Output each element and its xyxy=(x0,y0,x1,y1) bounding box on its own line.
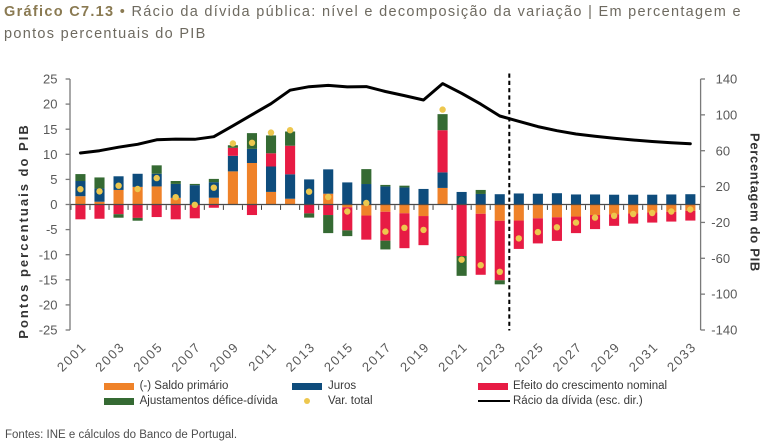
svg-text:Pontos percentuais do PIB: Pontos percentuais do PIB xyxy=(16,123,31,338)
svg-text:15: 15 xyxy=(43,122,57,137)
svg-text:2031: 2031 xyxy=(626,339,662,375)
svg-text:2011: 2011 xyxy=(245,339,280,374)
svg-text:2029: 2029 xyxy=(588,339,624,375)
svg-text:100: 100 xyxy=(716,107,738,122)
svg-text:Percentagem do PIB: Percentagem do PIB xyxy=(748,133,763,272)
svg-text:2003: 2003 xyxy=(92,339,128,375)
svg-text:2021: 2021 xyxy=(435,339,471,375)
svg-text:0: 0 xyxy=(50,197,57,212)
svg-text:2033: 2033 xyxy=(664,339,700,375)
svg-text:5: 5 xyxy=(50,172,57,187)
svg-text:-140: -140 xyxy=(711,323,737,338)
svg-text:140: 140 xyxy=(716,72,738,87)
svg-text:2027: 2027 xyxy=(550,339,586,375)
svg-text:2023: 2023 xyxy=(473,339,509,375)
svg-text:20: 20 xyxy=(716,179,730,194)
svg-text:2013: 2013 xyxy=(283,339,319,375)
svg-text:-20: -20 xyxy=(39,298,58,313)
svg-text:2009: 2009 xyxy=(206,339,242,375)
svg-text:2007: 2007 xyxy=(168,339,204,375)
svg-text:2019: 2019 xyxy=(397,339,433,375)
svg-text:-25: -25 xyxy=(39,323,58,338)
svg-text:-60: -60 xyxy=(711,251,730,266)
svg-text:2015: 2015 xyxy=(321,339,357,375)
svg-text:2025: 2025 xyxy=(511,339,547,375)
svg-text:20: 20 xyxy=(43,97,57,112)
svg-text:60: 60 xyxy=(716,143,730,158)
svg-text:2005: 2005 xyxy=(130,339,166,375)
svg-text:2001: 2001 xyxy=(54,339,90,375)
svg-text:-5: -5 xyxy=(46,222,58,237)
svg-text:10: 10 xyxy=(43,147,57,162)
svg-text:-10: -10 xyxy=(39,247,58,262)
svg-text:-15: -15 xyxy=(39,272,58,287)
svg-text:25: 25 xyxy=(43,72,57,87)
svg-text:-20: -20 xyxy=(711,215,730,230)
svg-text:2017: 2017 xyxy=(359,339,395,375)
svg-text:-100: -100 xyxy=(711,287,737,302)
